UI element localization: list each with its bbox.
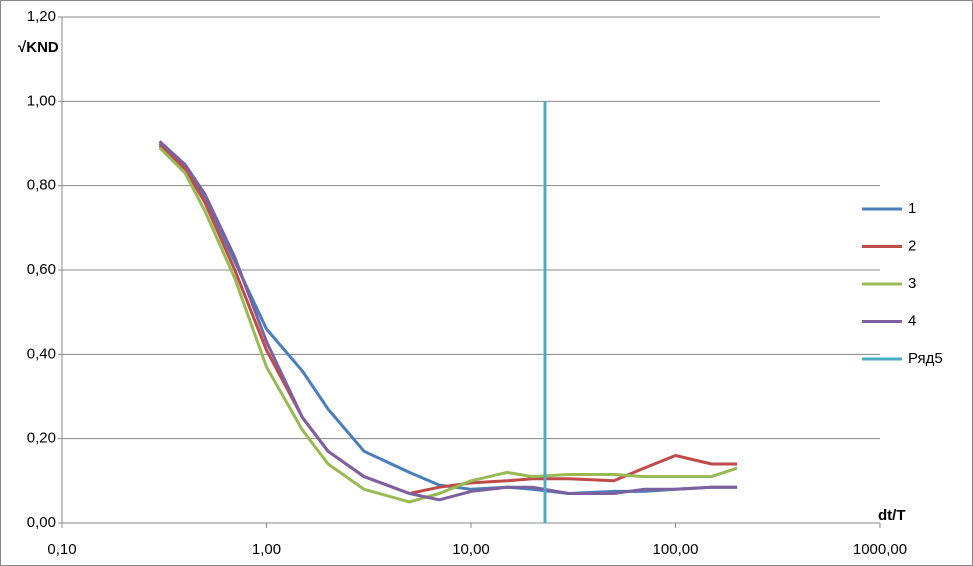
series-line: [158, 140, 738, 502]
legend-label: Ряд5: [908, 350, 943, 367]
x-axis-label: dt/T: [878, 507, 906, 524]
y-tick-label: 0,40: [27, 345, 56, 362]
legend-label: 4: [908, 312, 916, 329]
x-tick-label: 1,00: [252, 541, 281, 558]
y-tick-label: 1,20: [27, 8, 56, 25]
x-tick-label: 10,00: [452, 541, 490, 558]
legend-label: 2: [908, 237, 916, 254]
y-tick-label: 1,00: [27, 92, 56, 109]
legend-label: 3: [908, 275, 916, 292]
y-tick-label: 0,00: [27, 514, 56, 531]
legend-label: 1: [908, 200, 916, 217]
y-tick-label: 0,20: [27, 430, 56, 447]
x-tick-label: 1000,00: [853, 541, 907, 558]
x-tick-label: 100,00: [653, 541, 699, 558]
series-line: [158, 142, 738, 495]
y-tick-label: 0,80: [27, 177, 56, 194]
x-tick-label: 0,10: [47, 541, 76, 558]
series-line: [158, 144, 738, 495]
series-line: [158, 146, 738, 504]
y-tick-label: 0,60: [27, 261, 56, 278]
y-axis-label: √KND: [18, 39, 59, 56]
